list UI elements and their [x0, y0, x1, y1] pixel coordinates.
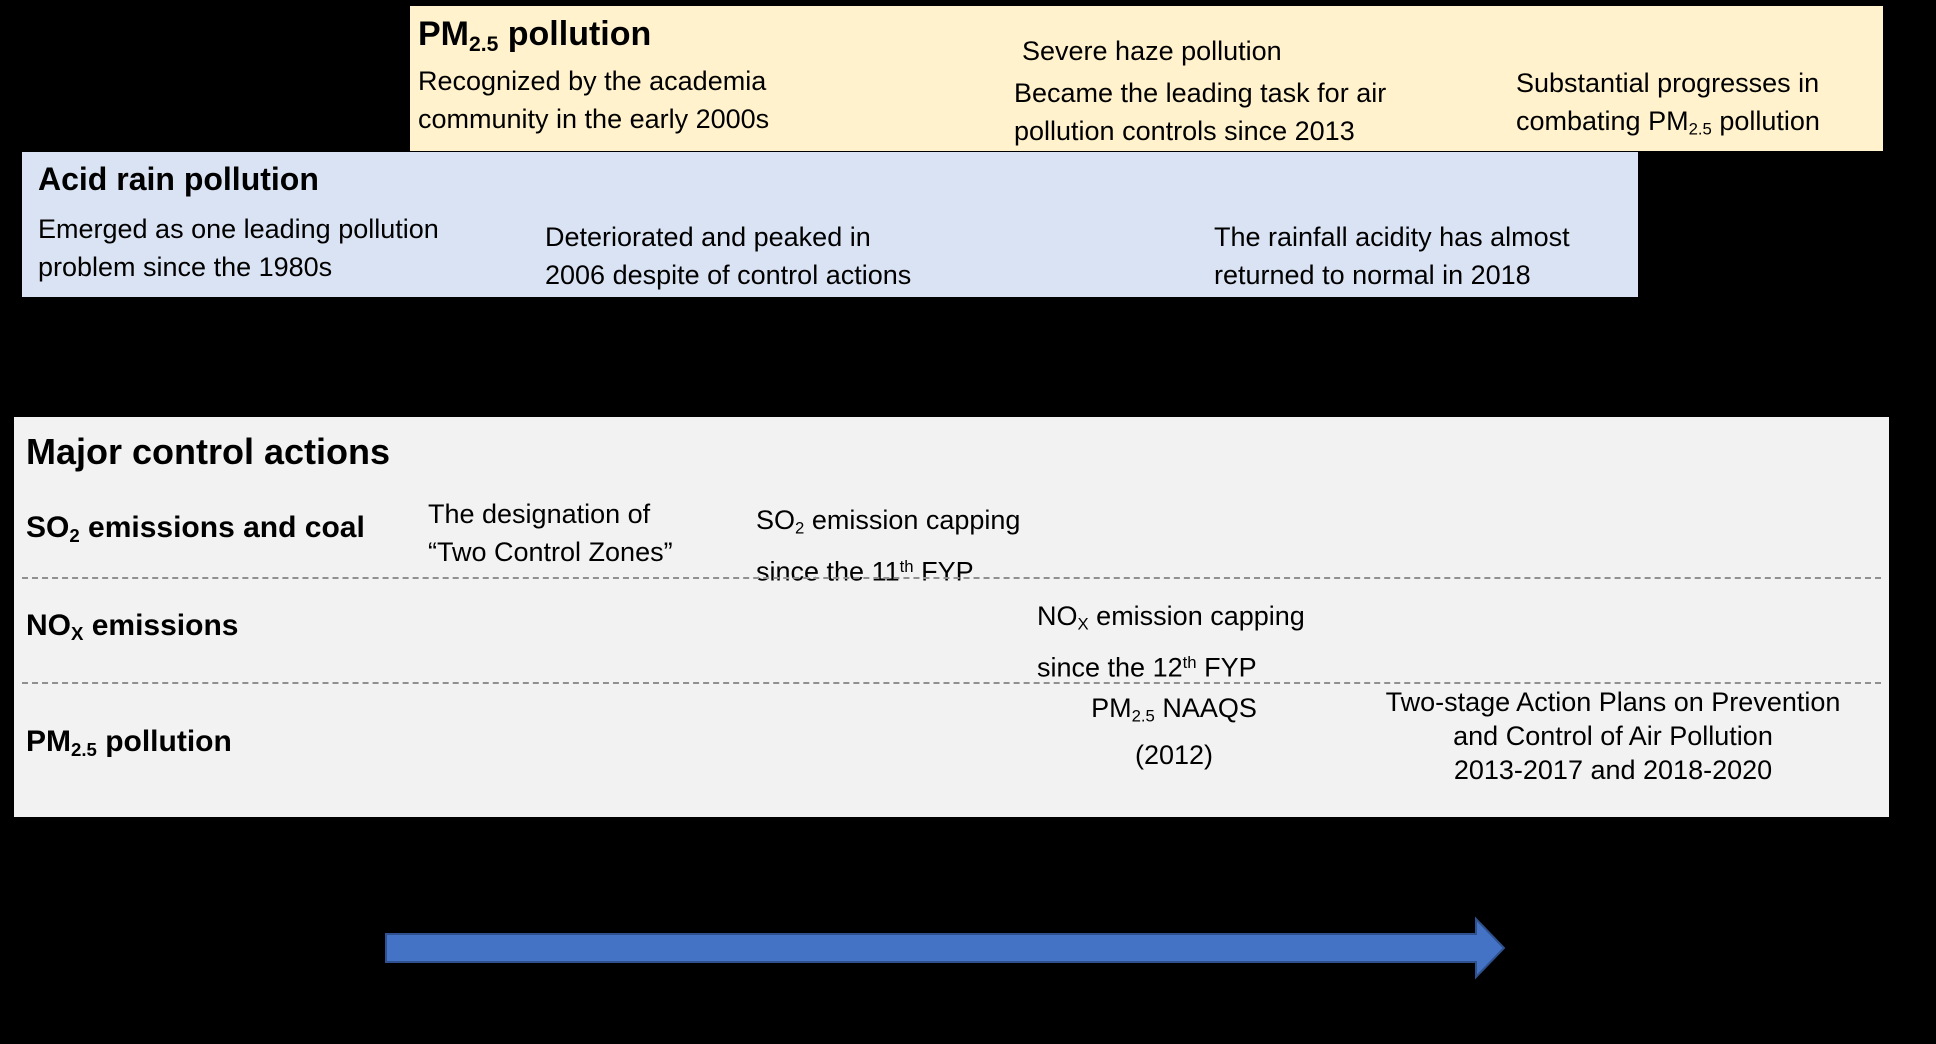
- acid-milestone-returned: The rainfall acidity has almost returned …: [1214, 222, 1570, 290]
- row-label-nox: NOX emissions: [26, 609, 239, 645]
- pm-milestone-leading-task: Became the leading task for air pollution…: [1014, 78, 1387, 146]
- pm-pollution-track: PM2.5 pollution Recognized by the academ…: [410, 6, 1883, 151]
- row-divider: [22, 577, 1881, 579]
- row-label-pm25: PM2.5 pollution: [26, 725, 232, 761]
- timeline-arrow-shape: [385, 916, 1506, 980]
- control-actions-title: Major control actions: [26, 431, 391, 472]
- control-actions-panel: Major control actions SO2 emissions and …: [14, 417, 1889, 817]
- action-nox-capping: NOX emission capping since the 12th FYP: [1037, 601, 1305, 683]
- pm-milestone-severe-haze: Severe haze pollution: [1022, 36, 1282, 66]
- row-divider: [22, 682, 1881, 684]
- action-so2-capping: SO2 emission capping since the 11th FYP: [756, 505, 1021, 587]
- timeline-arrow: [385, 916, 1506, 980]
- pm-milestone-progress: Substantial progresses in combating PM2.5…: [1516, 68, 1820, 139]
- acid-track-title: Acid rain pollution: [38, 161, 319, 197]
- pm-milestone-recognized: Recognized by the academia community in t…: [418, 66, 770, 134]
- action-pm25-naaqs: PM2.5 NAAQS (2012): [1091, 693, 1257, 770]
- action-two-stage-plans: Two-stage Action Plans on Prevention and …: [1385, 687, 1841, 785]
- acid-rain-track: Acid rain pollution Emerged as one leadi…: [22, 152, 1638, 297]
- acid-milestone-emerged: Emerged as one leading pollution problem …: [38, 214, 439, 282]
- row-label-so2: SO2 emissions and coal: [26, 511, 365, 547]
- pm-track-title: PM2.5 pollution: [418, 15, 652, 56]
- acid-milestone-peaked: Deteriorated and peaked in 2006 despite o…: [545, 222, 912, 290]
- action-two-control-zones: The designation of “Two Control Zones”: [428, 499, 673, 567]
